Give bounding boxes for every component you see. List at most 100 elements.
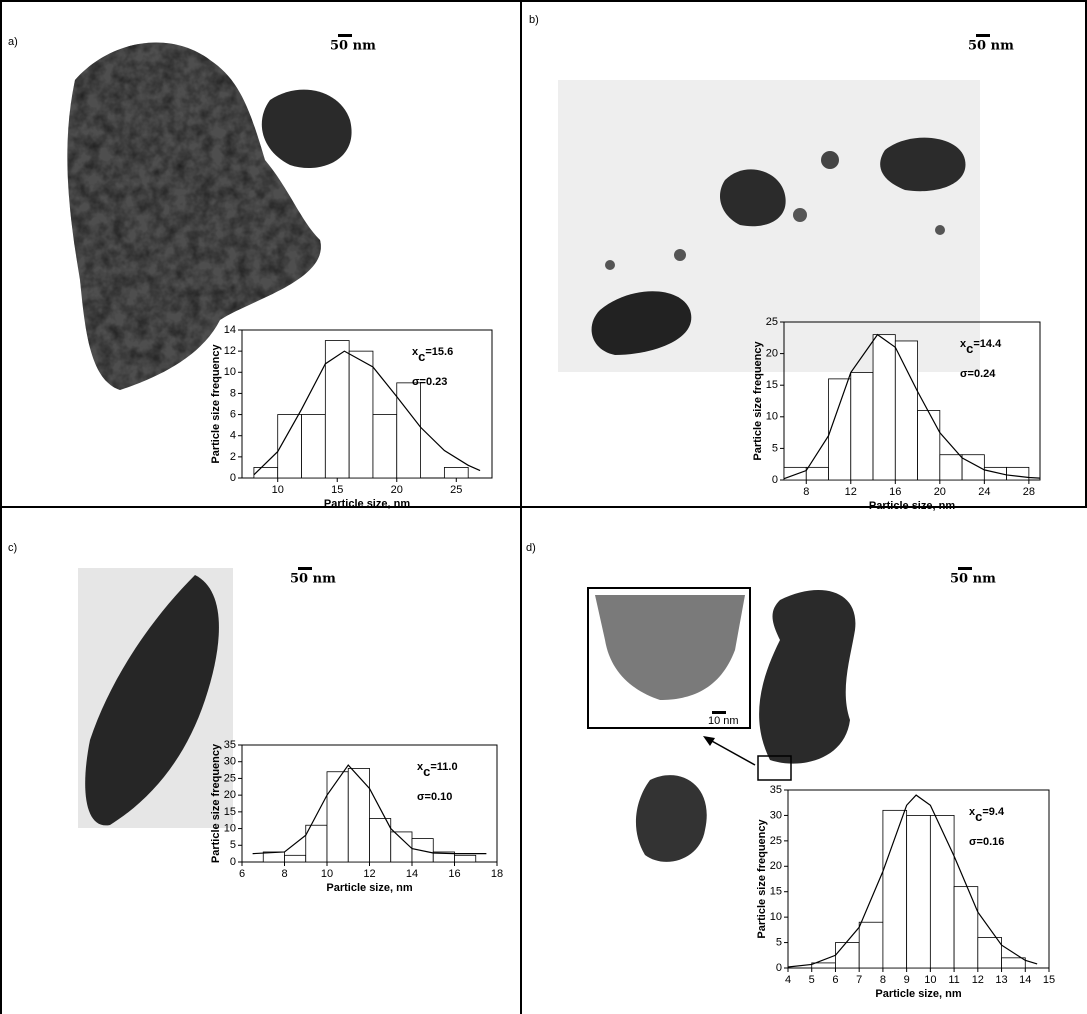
bar	[917, 410, 941, 481]
y-axis-label: Particle size frequency	[210, 743, 222, 863]
scale-bar-label: 50 nm	[950, 572, 996, 587]
bar	[305, 824, 328, 863]
y-tick-label: 15	[224, 806, 236, 818]
bar	[828, 378, 852, 481]
scale-bar-label: 50 nm	[968, 39, 1014, 54]
y-tick-label: 25	[224, 772, 236, 784]
x-tick-label: 12	[845, 486, 857, 498]
bar	[396, 382, 421, 479]
bar	[939, 454, 963, 481]
scale-bar	[298, 567, 312, 570]
y-tick-label: 14	[224, 324, 236, 336]
x-tick-label: 20	[934, 486, 946, 498]
x-tick-label: 9	[904, 974, 910, 986]
panel-label: d)	[526, 542, 536, 554]
bar	[326, 771, 349, 863]
bar	[882, 809, 908, 969]
sigma-label: σ=0.10	[417, 791, 452, 803]
x-tick-label: 5	[809, 974, 815, 986]
y-tick-label: 20	[224, 789, 236, 801]
x-tick-label: 11	[948, 974, 959, 986]
x-tick-label: 10	[924, 974, 936, 986]
x-tick-label: 28	[1023, 486, 1035, 498]
bar	[858, 921, 884, 969]
bar	[835, 942, 860, 969]
bar	[284, 854, 307, 863]
y-tick-label: 10	[224, 822, 236, 834]
scale-bar	[958, 567, 972, 570]
x-tick-label: 13	[995, 974, 1007, 986]
bar	[443, 467, 469, 479]
x-tick-label: 16	[448, 868, 460, 880]
x-tick-label: 16	[889, 486, 901, 498]
y-tick-label: 0	[230, 472, 236, 484]
bar	[894, 340, 918, 481]
x-tick-label: 6	[832, 974, 838, 986]
fit-curve	[253, 350, 481, 476]
x-tick-label: 12	[363, 868, 375, 880]
bar	[372, 414, 398, 479]
scale-bar	[338, 34, 352, 37]
bar	[872, 334, 896, 481]
x-tick-label: 8	[803, 486, 809, 498]
x-tick-label: 8	[880, 974, 886, 986]
y-tick-label: 4	[230, 430, 236, 442]
x-tick-label: 7	[856, 974, 862, 986]
x-axis-label: Particle size, nm	[875, 988, 961, 1000]
bar	[961, 454, 985, 481]
y-tick-label: 30	[224, 756, 236, 768]
fit-curve	[252, 764, 487, 855]
y-tick-label: 8	[230, 387, 236, 399]
mean-value: =15.6	[425, 346, 453, 358]
mean-value: =11.0	[430, 761, 457, 773]
bar	[953, 886, 979, 969]
panel-label: a)	[8, 36, 18, 48]
y-tick-label: 0	[776, 962, 782, 974]
x-tick-label: 8	[281, 868, 287, 880]
panel-label: b)	[529, 14, 539, 26]
mean-label: xc=15.6	[412, 346, 453, 365]
y-tick-label: 10	[224, 366, 236, 378]
x-tick-label: 18	[491, 868, 503, 880]
bar	[1006, 466, 1030, 481]
x-tick-label: 15	[331, 484, 343, 496]
x-tick-label: 4	[785, 974, 791, 986]
mean-symbol: x	[412, 346, 419, 358]
y-tick-label: 35	[224, 739, 236, 751]
y-tick-label: 2	[230, 451, 236, 463]
y-tick-label: 10	[770, 911, 782, 923]
y-tick-label: 15	[770, 886, 782, 898]
mean-label: xc=9.4	[969, 806, 1005, 825]
bar	[906, 815, 931, 969]
y-axis-label: Particle size frequency	[756, 819, 768, 939]
x-axis-label: Particle size, nm	[869, 500, 955, 512]
x-tick-label: 10	[272, 484, 284, 496]
y-tick-label: 12	[224, 345, 236, 357]
sigma-label: σ=0.16	[969, 836, 1004, 848]
bar	[253, 467, 279, 479]
mean-subscript: c	[423, 764, 430, 779]
mean-subscript: c	[966, 341, 973, 356]
scale-bar-label: 50 nm	[290, 572, 336, 587]
scale-bar	[976, 34, 990, 37]
fit-curve	[783, 333, 1041, 480]
fit-curve	[787, 794, 1038, 968]
mean-symbol: x	[969, 806, 976, 818]
inset-scale-label: 10 nm	[708, 715, 739, 727]
bar	[805, 466, 829, 481]
tem-images	[67, 42, 980, 862]
x-axis-label: Particle size, nm	[326, 882, 412, 894]
mean-symbol: x	[417, 761, 424, 773]
x-tick-label: 14	[1019, 974, 1031, 986]
y-tick-label: 30	[770, 809, 782, 821]
mean-value: =9.4	[982, 806, 1005, 818]
x-axis-label: Particle size, nm	[324, 498, 410, 510]
bar	[390, 831, 413, 863]
x-tick-label: 15	[1043, 974, 1055, 986]
mean-value: =14.4	[973, 338, 1002, 350]
y-axis-label: Particle size frequency	[210, 344, 222, 464]
y-tick-label: 25	[766, 316, 778, 328]
mean-label: xc=14.4	[960, 338, 1002, 357]
bar	[1001, 957, 1026, 969]
